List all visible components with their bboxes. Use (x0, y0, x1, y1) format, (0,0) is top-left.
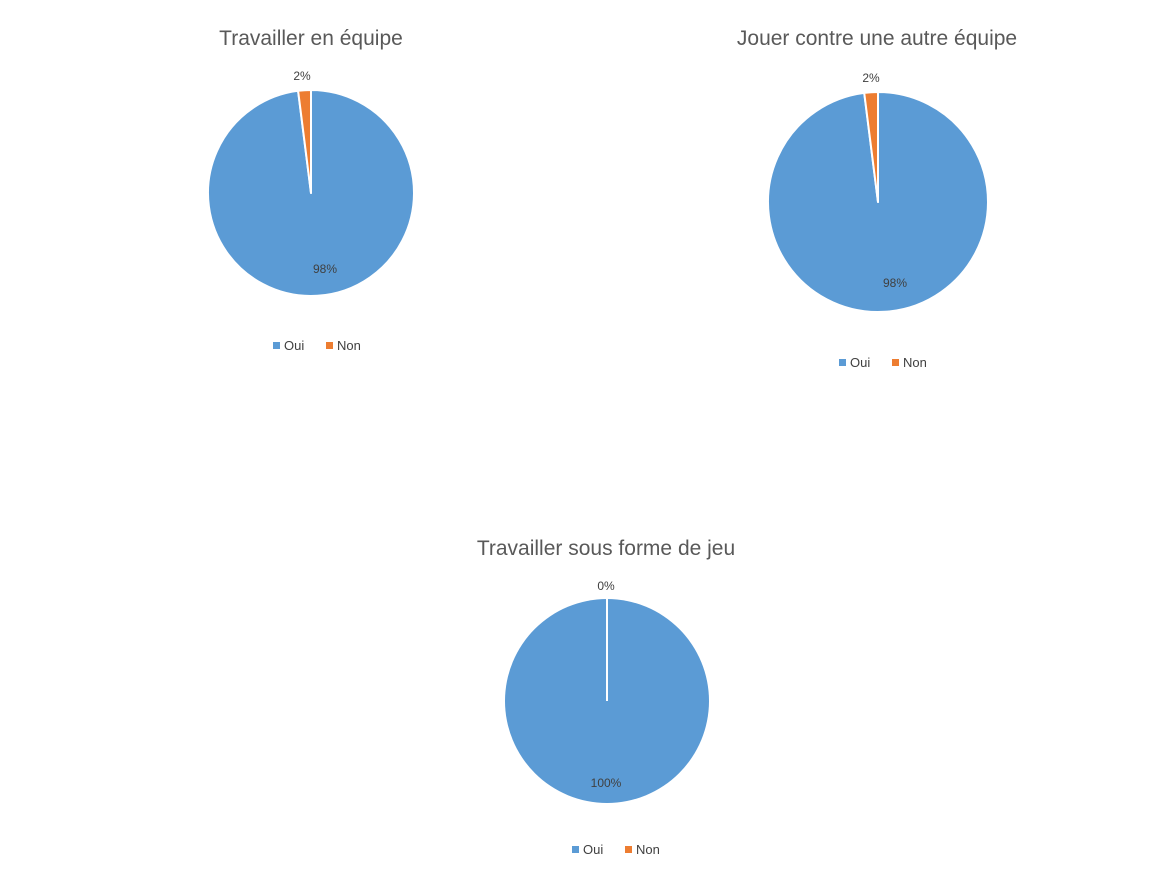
legend-label-oui: Oui (284, 338, 304, 353)
data-label-non: 0% (597, 579, 615, 593)
data-label-non: 2% (293, 69, 311, 83)
legend-label-non: Non (636, 842, 660, 857)
chart-title: Travailler sous forme de jeu (477, 537, 735, 560)
chart-panel-jouer-contre-une-autre-equipe[interactable]: Jouer contre une autre équipe 98% 2% Oui No… (560, 0, 1166, 385)
data-label-oui: 98% (313, 262, 337, 276)
legend-swatch-oui (572, 846, 579, 853)
pie-chart-svg: Travailler sous forme de jeu 100% 0% Oui No… (477, 537, 735, 857)
data-label-non: 2% (862, 71, 880, 85)
legend-label-non: Non (337, 338, 361, 353)
legend-label-non: Non (903, 355, 927, 370)
legend-label-oui: Oui (583, 842, 603, 857)
legend-swatch-non (892, 359, 899, 366)
pie-chart-svg: Travailler en équipe 98% 2% Oui Non (207, 27, 415, 353)
chart-panel-travailler-sous-forme-de-jeu[interactable]: Travailler sous forme de jeu 100% 0% Oui No… (310, 520, 910, 870)
data-label-oui: 100% (591, 776, 622, 790)
pie-chart-svg: Jouer contre une autre équipe 98% 2% Oui No… (737, 27, 1017, 370)
legend-swatch-oui (273, 342, 280, 349)
legend-label-oui: Oui (850, 355, 870, 370)
chart-title: Travailler en équipe (219, 27, 403, 50)
data-label-oui: 98% (883, 276, 907, 290)
chart-title: Jouer contre une autre équipe (737, 27, 1017, 50)
legend-swatch-non (625, 846, 632, 853)
chart-panel-travailler-en-equipe[interactable]: Travailler en équipe 98% 2% Oui Non (0, 0, 560, 374)
legend-swatch-non (326, 342, 333, 349)
legend-swatch-oui (839, 359, 846, 366)
